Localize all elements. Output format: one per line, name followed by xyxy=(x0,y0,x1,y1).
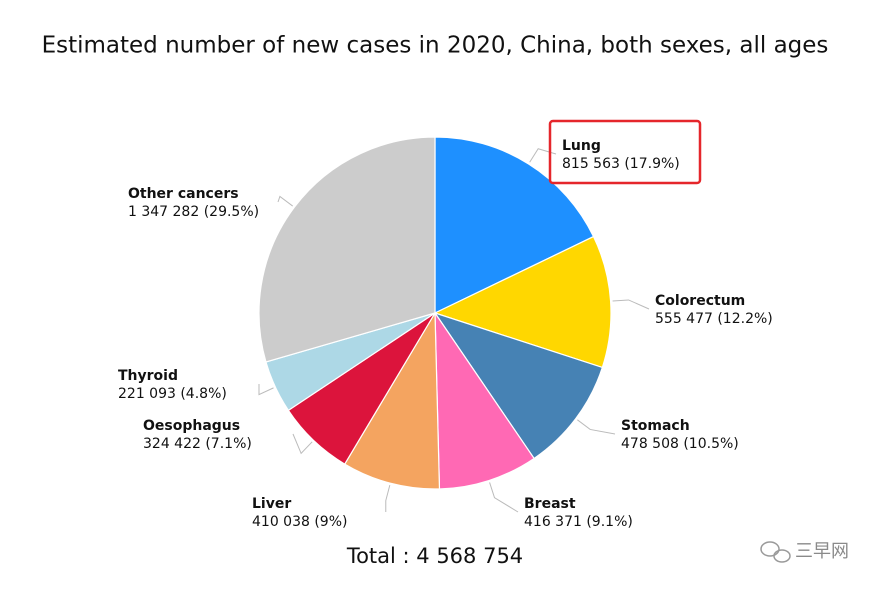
slice-name: Thyroid xyxy=(118,368,178,384)
leader-line xyxy=(258,384,274,396)
slice xyxy=(434,136,595,314)
leader-line xyxy=(577,419,616,435)
slice-value: 1 347 282 (29.5%) xyxy=(128,204,259,220)
slice-name: Stomach xyxy=(621,418,690,434)
highlight-box xyxy=(548,119,702,185)
slice-value: 410 038 (9%) xyxy=(252,514,347,530)
watermark-icon xyxy=(760,541,791,563)
slice-name: Oesophagus xyxy=(143,418,240,434)
slice xyxy=(434,310,535,490)
leader-line xyxy=(385,485,391,512)
slice-name: Liver xyxy=(252,496,291,512)
pie xyxy=(258,136,612,490)
leader-line xyxy=(489,482,519,513)
slice-name: Other cancers xyxy=(128,186,239,202)
slice xyxy=(343,310,441,490)
slice-value: 324 422 (7.1%) xyxy=(143,436,252,452)
slice-value: 416 371 (9.1%) xyxy=(524,514,633,530)
labels: Lung 815 563 (17.9%) Colorectum 555 477 (12… xyxy=(118,138,773,530)
slice-value: 478 508 (10.5%) xyxy=(621,436,739,452)
leader-line xyxy=(292,433,313,455)
chart-title: Estimated number of new cases in 2020, C… xyxy=(42,33,829,59)
total: Total : 4 568 754 xyxy=(346,544,523,568)
slice-value: 815 563 (17.9%) xyxy=(562,156,680,172)
slice-value: 221 093 (4.8%) xyxy=(118,386,227,402)
slice-name: Lung xyxy=(562,138,601,154)
slice-name: Colorectum xyxy=(655,293,745,309)
leader-line xyxy=(612,299,650,310)
watermark: 三早网 xyxy=(795,541,849,562)
slice xyxy=(433,235,612,369)
slice-name: Breast xyxy=(524,496,576,512)
slice xyxy=(433,311,604,460)
slice-value: 555 477 (12.2%) xyxy=(655,311,773,327)
slice xyxy=(258,136,436,363)
leader-line xyxy=(277,195,293,207)
